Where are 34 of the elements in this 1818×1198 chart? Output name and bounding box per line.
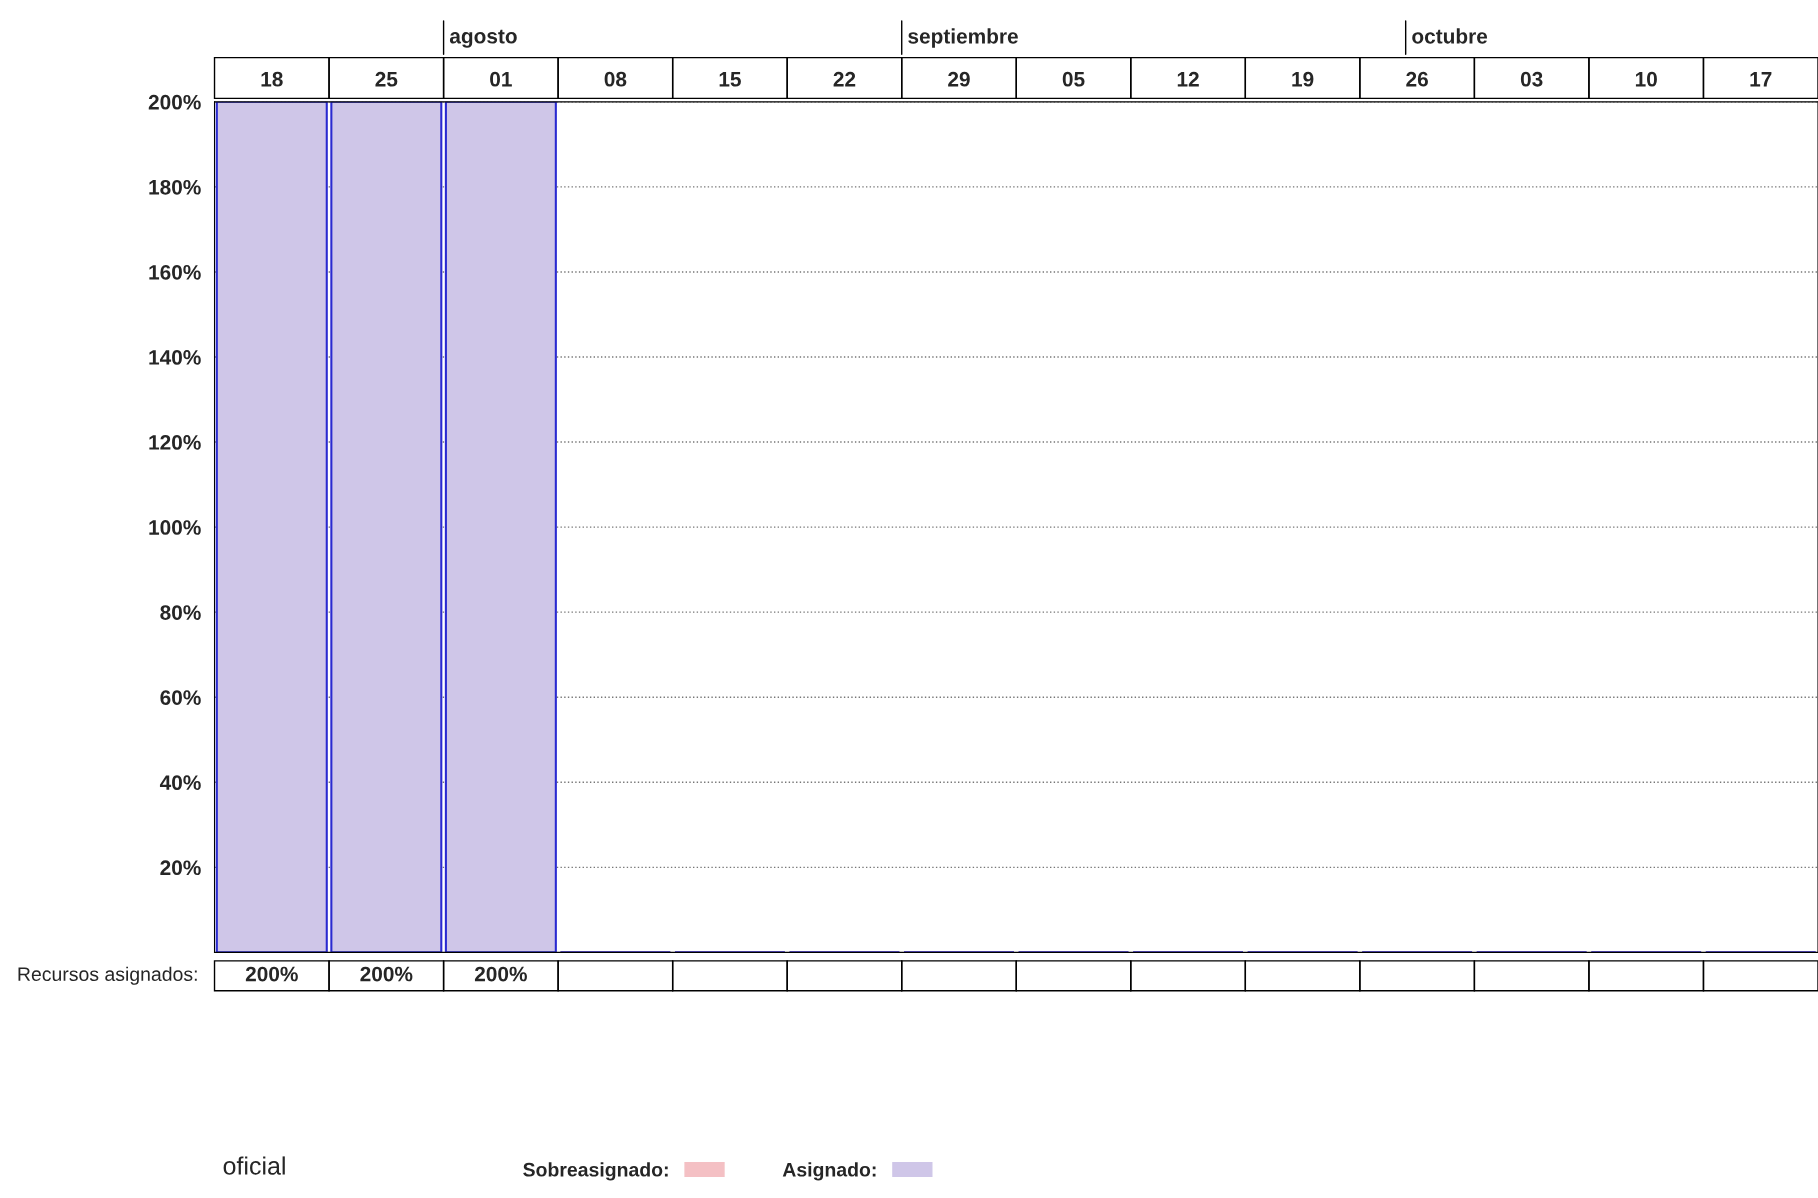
y-tick-label: 120% <box>149 435 201 450</box>
y-tick-label: 200% <box>148 94 201 110</box>
legend-label: Asignado: <box>782 1162 876 1181</box>
x-tick-label: 26 <box>1406 71 1428 87</box>
x-tick-label: 29 <box>948 71 970 87</box>
x-tick-label: 05 <box>1062 71 1085 87</box>
x-tick-label: 15 <box>719 72 741 87</box>
y-tick-label: 100% <box>149 520 201 535</box>
legend-label: Sobreasignado: <box>523 1162 668 1181</box>
text: septiembre <box>908 28 1018 48</box>
y-tick-label: 80% <box>160 605 201 620</box>
y-tick-label: 180% <box>149 179 201 195</box>
x-tick-label: 08 <box>604 71 627 87</box>
text: oficial <box>223 1156 285 1175</box>
x-tick-label: 10 <box>1635 71 1657 87</box>
x-tick-label: 19 <box>1292 71 1314 87</box>
text: octubre <box>1412 28 1488 44</box>
text: agosto <box>449 29 517 48</box>
text: Recursos asignados: <box>18 966 197 985</box>
text: 200% <box>474 966 527 982</box>
x-tick-label: 03 <box>1520 71 1543 87</box>
x-tick-label: 18 <box>261 71 283 87</box>
x-tick-label: 22 <box>833 71 856 87</box>
text: 200% <box>360 966 413 982</box>
y-tick-label: 20% <box>160 860 201 876</box>
x-tick-label: 25 <box>375 71 398 87</box>
y-tick-label: 60% <box>160 690 201 705</box>
x-tick-label: 17 <box>1750 72 1772 87</box>
y-tick-label: 40% <box>159 775 201 791</box>
x-tick-label: 01 <box>490 71 512 87</box>
y-tick-label: 140% <box>149 350 201 365</box>
y-tick-label: 160% <box>149 264 201 280</box>
text: 200% <box>245 966 298 982</box>
x-tick-label: 12 <box>1177 71 1199 87</box>
